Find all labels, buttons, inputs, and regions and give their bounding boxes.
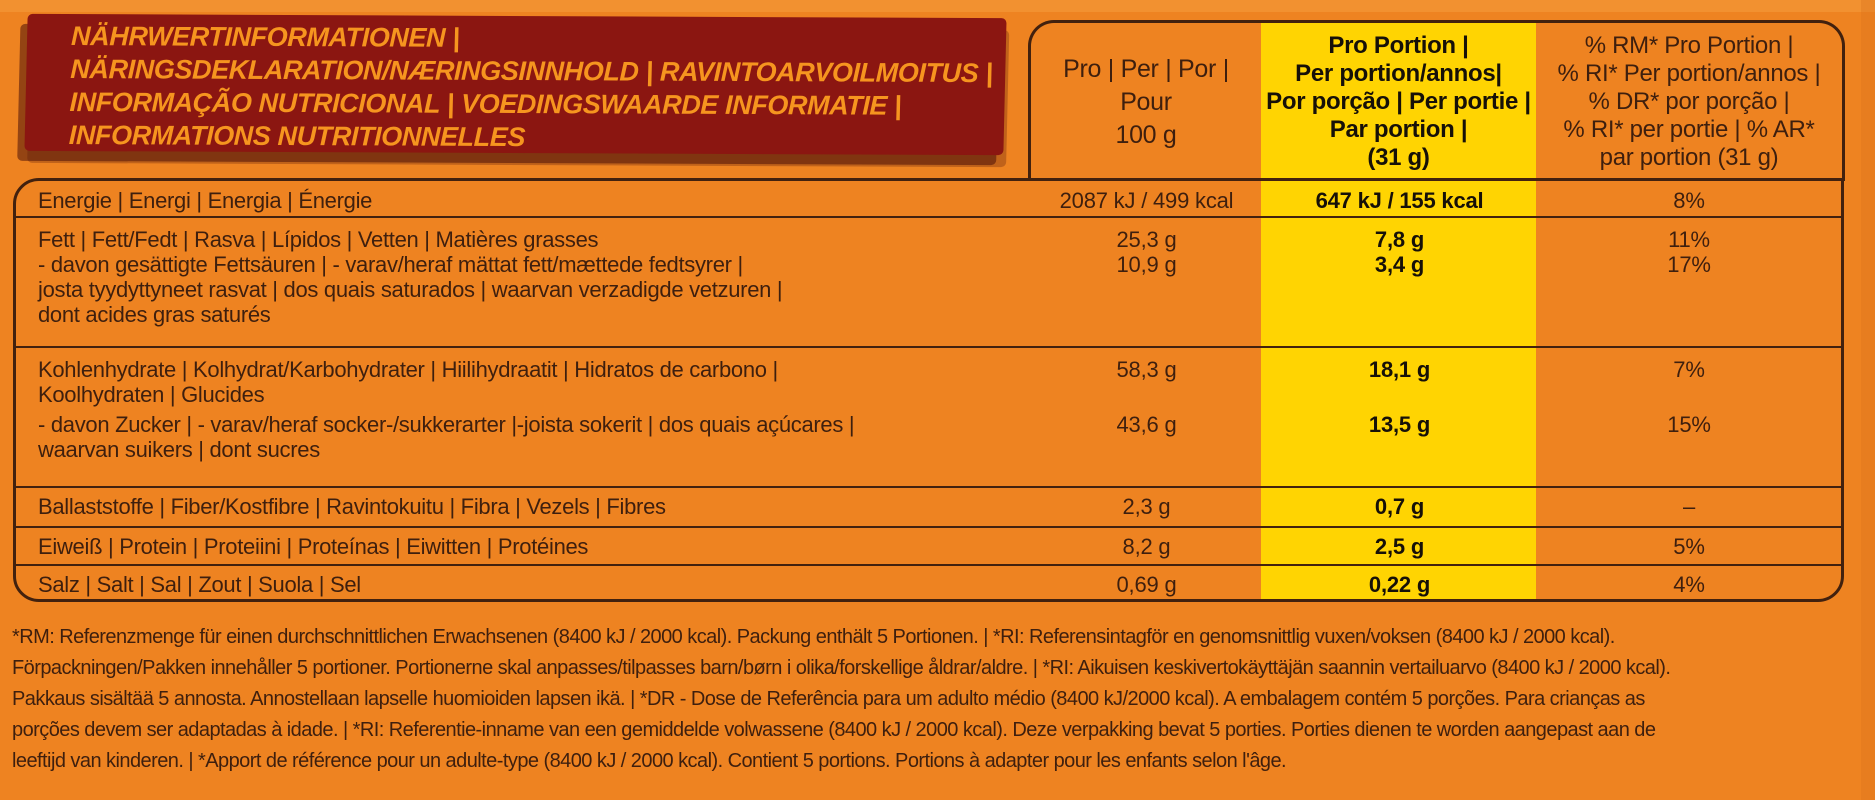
footnote-line-3: Pakkaus sisältää 5 annosta. Annostellaan… bbox=[12, 688, 1645, 710]
per-100g-header-line: 100 g bbox=[1115, 120, 1177, 149]
value-per-portion: 0,7 g bbox=[1374, 494, 1425, 519]
nutrient-label: - davon gesättigte Fettsäuren | - varav/… bbox=[38, 252, 783, 327]
value-per-portion: 7,8 g bbox=[1374, 227, 1425, 252]
nutrient-label: Ballaststoffe | Fiber/Kostfibre | Ravint… bbox=[38, 494, 666, 519]
column-header-box: Pro | Per | Por | Pour 100 g Pro Portion… bbox=[1028, 20, 1845, 181]
percent-ri-header-line: par portion (31 g) bbox=[1599, 144, 1779, 171]
per-100g-header-line: Pour bbox=[1120, 87, 1172, 116]
value-percent-ri: 7% bbox=[1673, 357, 1705, 382]
nutrient-label: Salz | Salt | Sal | Zout | Suola | Sel bbox=[38, 572, 361, 597]
footnote: *RM: Referenzmenge für einen durchschnit… bbox=[12, 622, 1870, 777]
value-per-100g: 0,69 g bbox=[1116, 572, 1177, 597]
table-row-carbohydrate: Kohlenhydrate | Kolhydrat/Karbohydrater … bbox=[16, 346, 1841, 486]
portion-header-line: Pro Portion | bbox=[1328, 32, 1469, 59]
column-header-percent-ri: % RM* Pro Portion | % RI* Per portion/an… bbox=[1536, 23, 1842, 181]
portion-header-line: Per portion/annos| bbox=[1295, 60, 1502, 87]
table-subrow: - davon gesättigte Fettsäuren | - varav/… bbox=[16, 252, 1841, 327]
value-percent-ri: 11% bbox=[1668, 227, 1710, 252]
table-row-energy: Energie | Energi | Energia | Énergie 2087… bbox=[16, 181, 1841, 216]
value-percent-ri: 4% bbox=[1673, 572, 1705, 597]
package-right-edge bbox=[1861, 0, 1875, 800]
nutrition-title-plate: NÄHRWERTINFORMATIONEN | NÄRINGSDEKLARATI… bbox=[24, 13, 1007, 156]
title-line-4: INFORMATIONS NUTRITIONNELLES bbox=[68, 120, 526, 153]
value-percent-ri: 17% bbox=[1667, 252, 1711, 277]
value-per-portion: 2,5 g bbox=[1374, 534, 1425, 559]
portion-header-line: (31 g) bbox=[1367, 144, 1430, 171]
percent-ri-header-line: % RI* per portie | % AR* bbox=[1563, 116, 1815, 143]
value-percent-ri: 5% bbox=[1673, 534, 1705, 559]
footnote-line-4: porções devem ser adaptadas à idade. | *… bbox=[12, 719, 1656, 741]
title-line-2: NÄRINGSDEKLARATION/NÆRINGSINNHOLD | RAVI… bbox=[70, 54, 993, 89]
value-per-portion: 0,22 g bbox=[1368, 572, 1431, 597]
value-per-portion: 3,4 g bbox=[1374, 252, 1425, 277]
table-subrow: - davon Zucker | - varav/heraf socker-/s… bbox=[16, 412, 1841, 462]
table-subrow: Eiweiß | Protein | Proteiini | Proteínas… bbox=[16, 534, 1841, 559]
table-subrow: Energie | Energi | Energia | Énergie 2087… bbox=[16, 188, 1841, 213]
value-per-100g: 10,9 g bbox=[1116, 252, 1177, 277]
table-subrow: Kohlenhydrate | Kolhydrat/Karbohydrater … bbox=[16, 357, 1841, 407]
portion-header-line: Par portion | bbox=[1329, 116, 1468, 143]
value-per-100g: 8,2 g bbox=[1122, 534, 1171, 559]
value-per-100g: 2087 kJ / 499 kcal bbox=[1059, 188, 1234, 213]
value-per-100g: 58,3 g bbox=[1116, 357, 1177, 382]
nutrient-label: Eiweiß | Protein | Proteiini | Proteínas… bbox=[38, 534, 589, 559]
nutrient-label: Fett | Fett/Fedt | Rasva | Lípidos | Vet… bbox=[38, 227, 599, 252]
table-row-fibre: Ballaststoffe | Fiber/Kostfibre | Ravint… bbox=[16, 486, 1841, 526]
title-line-1: NÄHRWERTINFORMATIONEN | bbox=[70, 21, 460, 53]
nutrient-label: - davon Zucker | - varav/heraf socker-/s… bbox=[38, 412, 855, 462]
value-per-100g: 25,3 g bbox=[1116, 227, 1177, 252]
portion-column-highlight bbox=[1261, 23, 1536, 599]
portion-header-line: Por porção | Per portie | bbox=[1266, 88, 1531, 115]
value-per-portion: 13,5 g bbox=[1368, 412, 1431, 437]
nutrient-label: Kohlenhydrate | Kolhydrat/Karbohydrater … bbox=[38, 357, 778, 407]
percent-ri-header-line: % RM* Pro Portion | bbox=[1584, 32, 1794, 59]
value-percent-ri: 8% bbox=[1673, 188, 1705, 213]
table-row-fat: Fett | Fett/Fedt | Rasva | Lípidos | Vet… bbox=[16, 216, 1841, 346]
value-per-portion: 647 kJ / 155 kcal bbox=[1315, 188, 1484, 213]
table-row-salt: Salz | Salt | Sal | Zout | Suola | Sel 0,… bbox=[16, 564, 1841, 599]
value-per-100g: 43,6 g bbox=[1116, 412, 1177, 437]
value-per-portion: 18,1 g bbox=[1368, 357, 1431, 382]
table-subrow: Ballaststoffe | Fiber/Kostfibre | Ravint… bbox=[16, 494, 1841, 519]
footnote-line-5: leeftijd van kinderen. | *Apport de réfé… bbox=[12, 750, 1287, 772]
table-subrow: Salz | Salt | Sal | Zout | Suola | Sel 0,… bbox=[16, 572, 1841, 597]
footnote-line-1: *RM: Referenzmenge für einen durchschnit… bbox=[12, 626, 1615, 648]
nutrition-table: Energie | Energi | Energia | Énergie 2087… bbox=[13, 178, 1844, 602]
package-top-edge bbox=[0, 0, 1875, 12]
title-line-3: INFORMAÇÃO NUTRICIONAL | VOEDINGSWAARDE … bbox=[69, 87, 902, 121]
value-percent-ri: – bbox=[1682, 494, 1696, 519]
footnote-line-2: Förpackningen/Pakken innehåller 5 portio… bbox=[12, 657, 1671, 679]
value-per-100g: 2,3 g bbox=[1122, 494, 1171, 519]
column-header-per-portion: Pro Portion | Per portion/annos| Por por… bbox=[1261, 23, 1536, 181]
per-100g-header-line: Pro | Per | Por | bbox=[1063, 54, 1229, 83]
percent-ri-header-line: % RI* Per portion/annos | bbox=[1557, 60, 1821, 87]
table-row-protein: Eiweiß | Protein | Proteiini | Proteínas… bbox=[16, 526, 1841, 564]
column-header-per-100g: Pro | Per | Por | Pour 100 g bbox=[1031, 23, 1261, 181]
table-subrow: Fett | Fett/Fedt | Rasva | Lípidos | Vet… bbox=[16, 227, 1841, 252]
percent-ri-header-line: % DR* por porção | bbox=[1588, 88, 1790, 115]
nutrient-label: Energie | Energi | Energia | Énergie bbox=[38, 188, 373, 213]
value-percent-ri: 15% bbox=[1667, 412, 1711, 437]
